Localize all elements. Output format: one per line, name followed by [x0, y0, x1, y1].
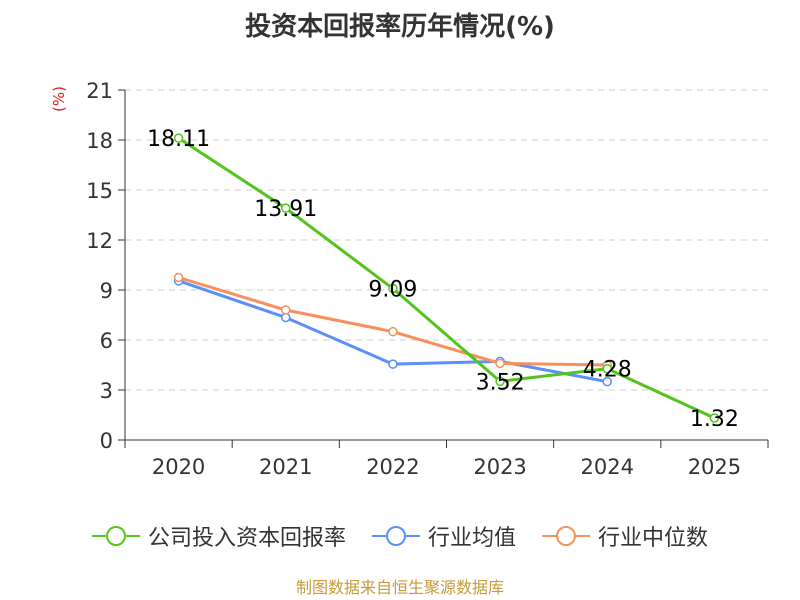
series-2-point-2021	[281, 305, 291, 315]
series-line-0	[177, 136, 716, 420]
legend: 公司投入资本回报率 行业均值 行业中位数	[0, 518, 800, 554]
data-source-note: 制图数据来自恒生聚源数据库	[295, 578, 504, 597]
chart-title: 投资本回报率历年情况(%)	[245, 12, 555, 42]
x-tick-label-2022: 2022	[366, 455, 419, 479]
line-chart: 0 3 6 9 12 15 18 21 2020 2021 2022 2023 2024 2025 18.…	[86, 79, 769, 479]
y-tick-label-21: 21	[86, 79, 113, 103]
y-tick-label-9: 9	[100, 279, 113, 303]
legend-label-industry-mean: 行业均值	[427, 526, 516, 551]
legend-label-company: 公司投入资本回报率	[147, 526, 346, 551]
y-tick-label-12: 12	[86, 229, 113, 253]
series-0-point-2024	[602, 363, 612, 374]
data-label-2021: 13.91	[254, 197, 317, 222]
y-tick-label-18: 18	[86, 129, 113, 153]
series-0-point-2023	[495, 376, 505, 387]
data-label-2023: 3.52	[476, 370, 525, 395]
y-tick-label-3: 3	[100, 379, 113, 403]
legend-item-industry-mean[interactable]: 行业均值	[371, 520, 516, 552]
legend-line-icon-industry-mean	[371, 526, 420, 546]
series-0-point-2020	[173, 133, 184, 143]
x-tick-label-2021: 2021	[259, 455, 312, 479]
legend-item-company[interactable]: 公司投入资本回报率	[91, 520, 346, 552]
data-label-2024: 4.28	[583, 358, 632, 383]
legend-label-industry-median: 行业中位数	[598, 526, 709, 551]
data-label-2022: 9.09	[368, 278, 417, 303]
y-tick-label-15: 15	[86, 179, 113, 203]
series-0-point-2022	[388, 283, 398, 294]
series-0-point-2021	[281, 203, 291, 213]
legend-line-icon-company	[91, 526, 140, 546]
series-2-point-2023	[495, 358, 505, 369]
x-tick-label-2020: 2020	[152, 455, 205, 479]
series-2-point-2020	[173, 272, 184, 283]
y-tick-label-6: 6	[100, 329, 113, 353]
data-label-2020: 18.11	[147, 127, 210, 152]
y-tick-label-0: 0	[100, 429, 113, 453]
x-tick-label-2024: 2024	[581, 455, 634, 479]
series-1-point-2024	[602, 376, 612, 387]
x-tick-label-2023: 2023	[473, 455, 526, 479]
legend-line-icon-industry-median	[542, 526, 590, 546]
series-2-point-2022	[388, 326, 398, 337]
x-tick-label-2025: 2025	[688, 455, 741, 479]
series-1-point-2022	[388, 359, 398, 369]
legend-item-industry-median[interactable]: 行业中位数	[542, 520, 708, 552]
series-0-point-2025	[709, 413, 720, 423]
data-label-2025: 1.32	[690, 407, 739, 432]
